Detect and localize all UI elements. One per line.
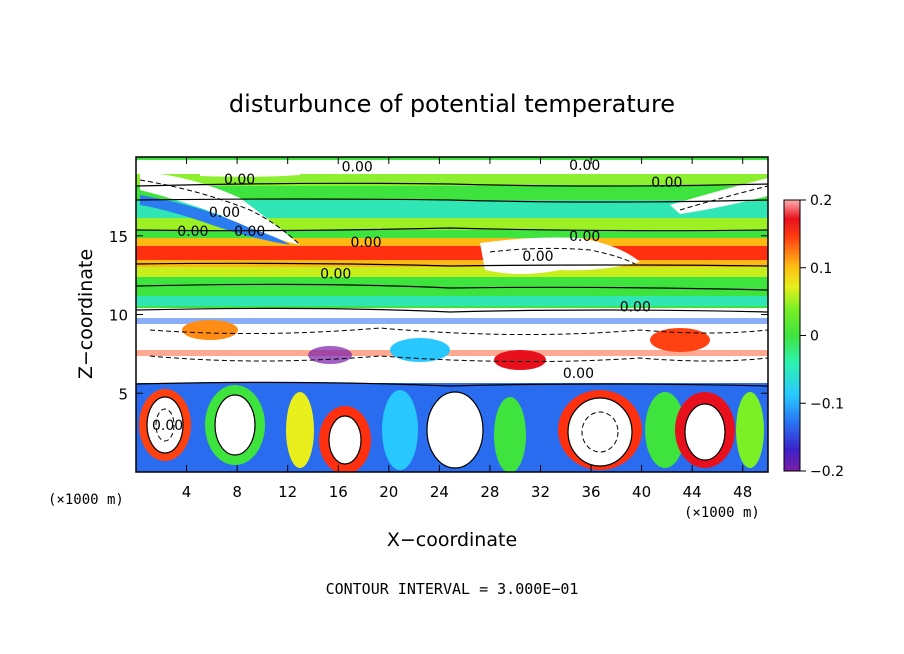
x-unit-right: (×1000 m) bbox=[684, 505, 760, 521]
field-patch bbox=[308, 346, 352, 364]
x-tick-label: 24 bbox=[430, 483, 449, 501]
colorbar bbox=[783, 199, 801, 472]
field-patch bbox=[494, 397, 526, 472]
field-band bbox=[136, 267, 768, 277]
x-axis: 4 8 12 16 20 24 28 32 36 40 44 48 bbox=[182, 157, 752, 501]
field-band bbox=[136, 260, 768, 267]
colorbar-tick-label: −0.1 bbox=[810, 396, 844, 412]
field-patch bbox=[568, 398, 632, 466]
x-tick-label: 28 bbox=[480, 483, 499, 501]
contour-label: 0.00 bbox=[563, 366, 594, 382]
field-band bbox=[136, 218, 768, 230]
field-patch bbox=[286, 392, 314, 468]
x-tick-label: 32 bbox=[531, 483, 550, 501]
contour-label: 0.00 bbox=[234, 224, 265, 240]
contour-label: 0.00 bbox=[522, 249, 553, 265]
plot-area bbox=[136, 157, 768, 472]
field-patch bbox=[200, 160, 300, 177]
x-tick-label: 16 bbox=[329, 483, 348, 501]
y-tick-label: 15 bbox=[109, 228, 128, 246]
x-tick-label: 20 bbox=[379, 483, 398, 501]
field-band bbox=[136, 350, 768, 356]
contour-label: 0.00 bbox=[569, 158, 600, 174]
field-patch bbox=[140, 195, 290, 245]
colorbar-tick-label: 0.1 bbox=[810, 261, 832, 277]
field-band bbox=[136, 246, 768, 260]
contour-lines-dashed bbox=[139, 179, 768, 453]
field-patch bbox=[645, 392, 685, 468]
x-tick-label: 40 bbox=[632, 483, 651, 501]
field-patch bbox=[670, 178, 768, 214]
contour-label: 0.00 bbox=[224, 172, 255, 188]
field-patch bbox=[382, 390, 418, 470]
contour-label: 0.00 bbox=[209, 205, 240, 221]
y-axis-label: Z−coordinate bbox=[75, 249, 97, 379]
field-patch bbox=[427, 392, 483, 468]
field-patch bbox=[650, 328, 710, 352]
chart-title: disturbunce of potential temperature bbox=[229, 90, 675, 118]
contour-label: 0.00 bbox=[651, 175, 682, 191]
x-tick-label: 8 bbox=[232, 483, 242, 501]
contour-interval-note: CONTOUR INTERVAL = 3.000E−01 bbox=[326, 580, 579, 598]
contour-label: 0.00 bbox=[177, 224, 208, 240]
x-tick-label: 12 bbox=[278, 483, 297, 501]
field-band bbox=[136, 238, 768, 246]
field-band bbox=[136, 296, 768, 306]
y-axis: 5 10 15 bbox=[109, 228, 768, 403]
x-tick-label: 44 bbox=[683, 483, 702, 501]
colorbar-tick-label: 0 bbox=[810, 329, 819, 345]
field-patch bbox=[182, 320, 238, 340]
field-patch bbox=[736, 392, 764, 468]
contour-label: 0.00 bbox=[620, 300, 651, 316]
field-patch bbox=[215, 395, 255, 455]
y-tick-label: 10 bbox=[109, 307, 128, 325]
contour-labels: 0.00 0.000.00 0.000.000.00 0.000.00 0.000.00… bbox=[152, 158, 682, 434]
y-tick-label: 5 bbox=[118, 385, 128, 403]
field-band bbox=[136, 318, 768, 324]
contour-label: 0.00 bbox=[350, 235, 381, 251]
field-band bbox=[136, 200, 768, 218]
field-patch bbox=[685, 404, 725, 460]
x-tick-label: 36 bbox=[581, 483, 600, 501]
field-patch bbox=[390, 338, 450, 362]
contour-label: 0.00 bbox=[569, 229, 600, 245]
colorbar-ticks: 0.2 0.1 0 −0.1 −0.2 bbox=[800, 193, 844, 480]
x-unit-left: (×1000 m) bbox=[48, 492, 124, 508]
field-patch bbox=[329, 416, 361, 464]
x-tick-label: 48 bbox=[733, 483, 752, 501]
contour-label: 0.00 bbox=[152, 418, 183, 434]
field-patch bbox=[494, 350, 546, 370]
field-patch bbox=[140, 172, 300, 245]
contour-label: 0.00 bbox=[342, 159, 373, 175]
field-patch bbox=[147, 397, 183, 453]
contour-label: 0.00 bbox=[320, 267, 351, 283]
contour-lines bbox=[136, 182, 768, 469]
colorbar-tick-label: −0.2 bbox=[810, 464, 844, 480]
x-axis-label: X−coordinate bbox=[387, 529, 517, 551]
x-tick-label: 4 bbox=[182, 483, 192, 501]
colorbar-tick-label: 0.2 bbox=[810, 193, 832, 209]
